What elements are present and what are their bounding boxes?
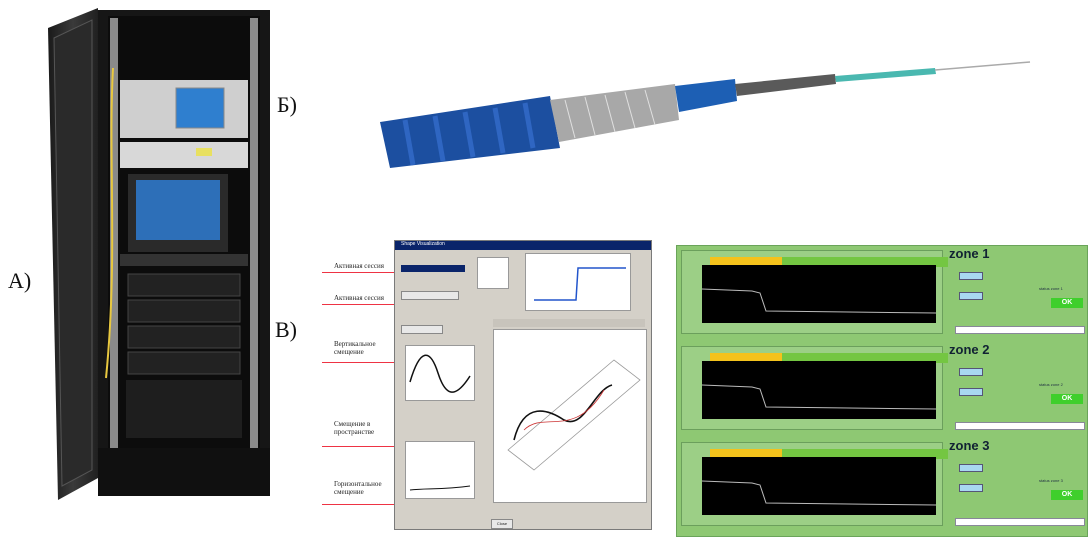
zone-2-row: zone 2 status zone 2 OK — [677, 342, 1087, 434]
close-button[interactable]: Close — [491, 519, 513, 529]
zone-1-row: zone 1 status zone 1 OK — [677, 246, 1087, 338]
label-a: А) — [8, 268, 32, 293]
callout-active-session-1: Активная сессия — [334, 262, 384, 270]
callout-line — [322, 504, 442, 505]
3d-shape-plot — [493, 329, 647, 503]
reference-button[interactable] — [401, 291, 459, 300]
plot-toolbar[interactable] — [493, 319, 645, 327]
zone-1-ok-indicator: OK — [1051, 298, 1083, 308]
zone-2-controls[interactable] — [955, 422, 1085, 430]
fiber-cable-image — [380, 61, 1031, 168]
window-title: Shape Visualization — [401, 241, 445, 247]
callout-line — [322, 362, 442, 363]
zone-3-ok-indicator: OK — [1051, 490, 1083, 500]
zone-3-temperature-plot — [681, 442, 948, 526]
software-window: Shape Visualization Close — [394, 240, 652, 530]
zone-3-value-2 — [959, 484, 983, 492]
zone-1-status-label: status zone 1 — [1039, 286, 1063, 291]
zone-3-progress-bar — [710, 449, 948, 459]
horizontal-shift-plot — [405, 441, 475, 499]
zone-2-title: zone 2 — [949, 342, 990, 357]
zone-1-progress-bar — [710, 257, 948, 267]
zone-monitor-panel: zone 1 status zone 1 OK zone 2 status zo… — [676, 245, 1088, 537]
zone-1-temperature-plot — [681, 250, 948, 334]
callout-horizontal-shift: Горизонтальное смещение — [334, 480, 382, 496]
zone-3-controls[interactable] — [955, 518, 1085, 526]
callout-active-session-2: Активная сессия — [334, 294, 384, 302]
zone-3-row: zone 3 status zone 3 OK — [677, 438, 1087, 530]
zone-1-controls[interactable] — [955, 326, 1085, 334]
zone-1-value-2 — [959, 292, 983, 300]
zone-2-status-label: status zone 2 — [1039, 382, 1063, 387]
add-button[interactable] — [401, 325, 443, 334]
zone-3-value-1 — [959, 464, 983, 472]
label-b: Б) — [277, 92, 297, 117]
step-plot — [525, 253, 631, 311]
vertical-shift-plot — [405, 345, 475, 401]
callout-line — [322, 272, 402, 273]
zone-3-status-label: status zone 3 — [1039, 478, 1063, 483]
zone-2-value-1 — [959, 368, 983, 376]
zone-3-title: zone 3 — [949, 438, 990, 453]
zone-2-value-2 — [959, 388, 983, 396]
zone-1-title: zone 1 — [949, 246, 990, 261]
server-cabinet-image — [48, 8, 270, 500]
zone-2-progress-bar — [710, 353, 948, 363]
zone-2-temperature-plot — [681, 346, 948, 430]
shape-visualization-panel: Активная сессия Активная сессия Вертикал… — [322, 240, 652, 530]
zone-1-value-1 — [959, 272, 983, 280]
label-v: В) — [275, 317, 297, 342]
zone-2-ok-indicator: OK — [1051, 394, 1083, 404]
window-titlebar: Shape Visualization — [395, 241, 651, 250]
callout-space-shift: Смещение в пространстве — [334, 420, 375, 436]
session-select[interactable] — [401, 265, 465, 272]
callout-vertical-shift: Вертикальное смещение — [334, 340, 376, 356]
callout-line — [322, 304, 402, 305]
axes-preview — [477, 257, 509, 289]
